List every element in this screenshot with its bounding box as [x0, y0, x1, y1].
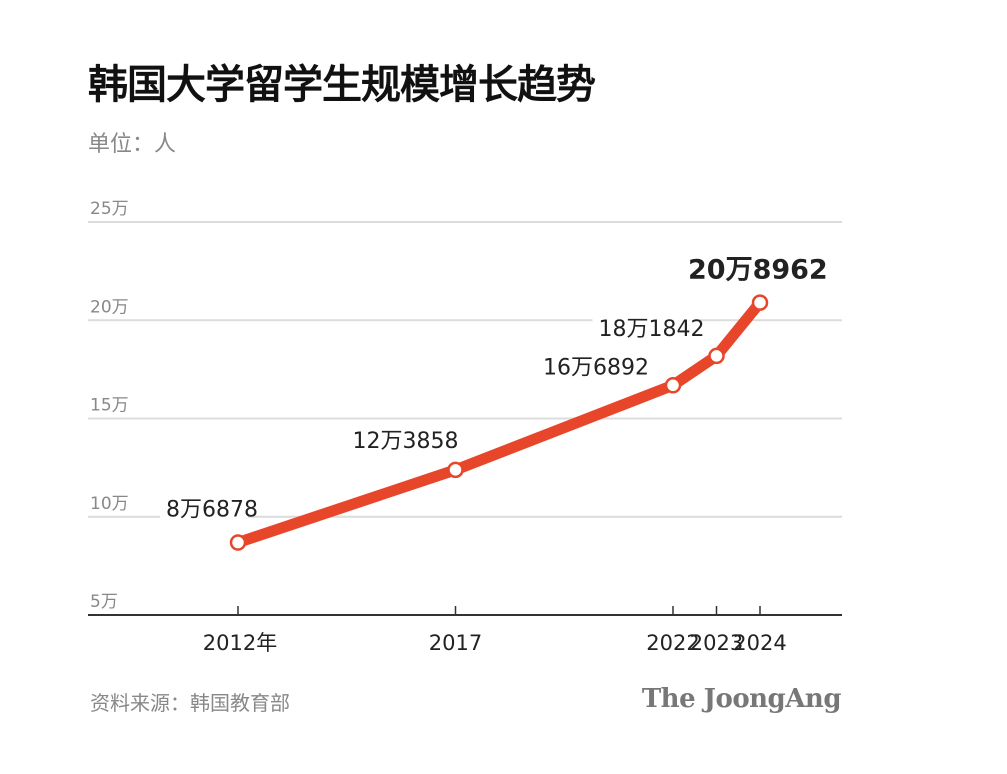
- x-tick-label: 2017: [429, 631, 482, 655]
- data-point-marker: [447, 461, 464, 479]
- data-label: 16万6892: [543, 355, 649, 380]
- data-point-marker: [664, 377, 682, 394]
- data-label: 12万3858: [353, 429, 459, 454]
- data-label: 20万8962: [688, 255, 828, 286]
- data-point-marker: [751, 294, 769, 311]
- x-tick-label: 2012年: [203, 631, 277, 655]
- data-label: 18万1842: [599, 317, 705, 342]
- label-knockout: [346, 427, 448, 456]
- label-knockout: [592, 315, 694, 344]
- source-note: 资料来源：韩国教育部: [90, 691, 290, 715]
- y-tick-label: 20万: [90, 297, 129, 317]
- y-tick-label: 15万: [90, 396, 129, 416]
- brand-logo: The JoongAng: [641, 684, 842, 714]
- y-tick-label: 10万: [90, 494, 129, 514]
- x-tick-label: 2023: [690, 631, 743, 655]
- data-point-marker: [229, 534, 247, 551]
- x-tick-label: 2024: [733, 631, 786, 655]
- y-tick-label: 25万: [90, 199, 129, 219]
- y-tick-label: 5万: [90, 592, 118, 612]
- unit-label: 单位：人: [88, 132, 177, 157]
- x-tick-label: 2022: [646, 631, 699, 655]
- label-knockout: [682, 253, 806, 287]
- label-knockout: [537, 354, 639, 383]
- label-knockout: [160, 496, 248, 525]
- data-label: 8万6878: [166, 498, 258, 523]
- data-point-marker: [708, 347, 725, 365]
- chart-title: 韩国大学留学生规模增长趋势: [88, 62, 596, 108]
